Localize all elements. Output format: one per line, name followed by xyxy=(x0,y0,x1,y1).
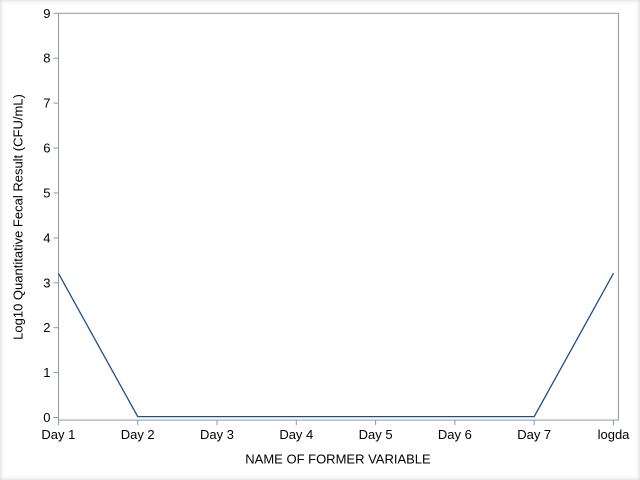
svg-text:3: 3 xyxy=(43,275,50,290)
svg-text:logda: logda xyxy=(598,427,631,442)
svg-text:0: 0 xyxy=(43,410,50,425)
svg-text:1: 1 xyxy=(43,365,50,380)
svg-text:Day 1: Day 1 xyxy=(41,427,75,442)
svg-text:Day 5: Day 5 xyxy=(359,427,393,442)
svg-text:Day 4: Day 4 xyxy=(279,427,313,442)
svg-text:6: 6 xyxy=(43,141,50,156)
svg-text:9: 9 xyxy=(43,6,50,21)
svg-text:8: 8 xyxy=(43,51,50,66)
svg-text:Day 7: Day 7 xyxy=(517,427,551,442)
svg-text:Day 2: Day 2 xyxy=(121,427,155,442)
svg-text:7: 7 xyxy=(43,96,50,111)
svg-text:Day 3: Day 3 xyxy=(200,427,234,442)
svg-text:2: 2 xyxy=(43,320,50,335)
svg-text:Day 6: Day 6 xyxy=(438,427,472,442)
svg-text:4: 4 xyxy=(43,230,50,245)
svg-text:5: 5 xyxy=(43,185,50,200)
